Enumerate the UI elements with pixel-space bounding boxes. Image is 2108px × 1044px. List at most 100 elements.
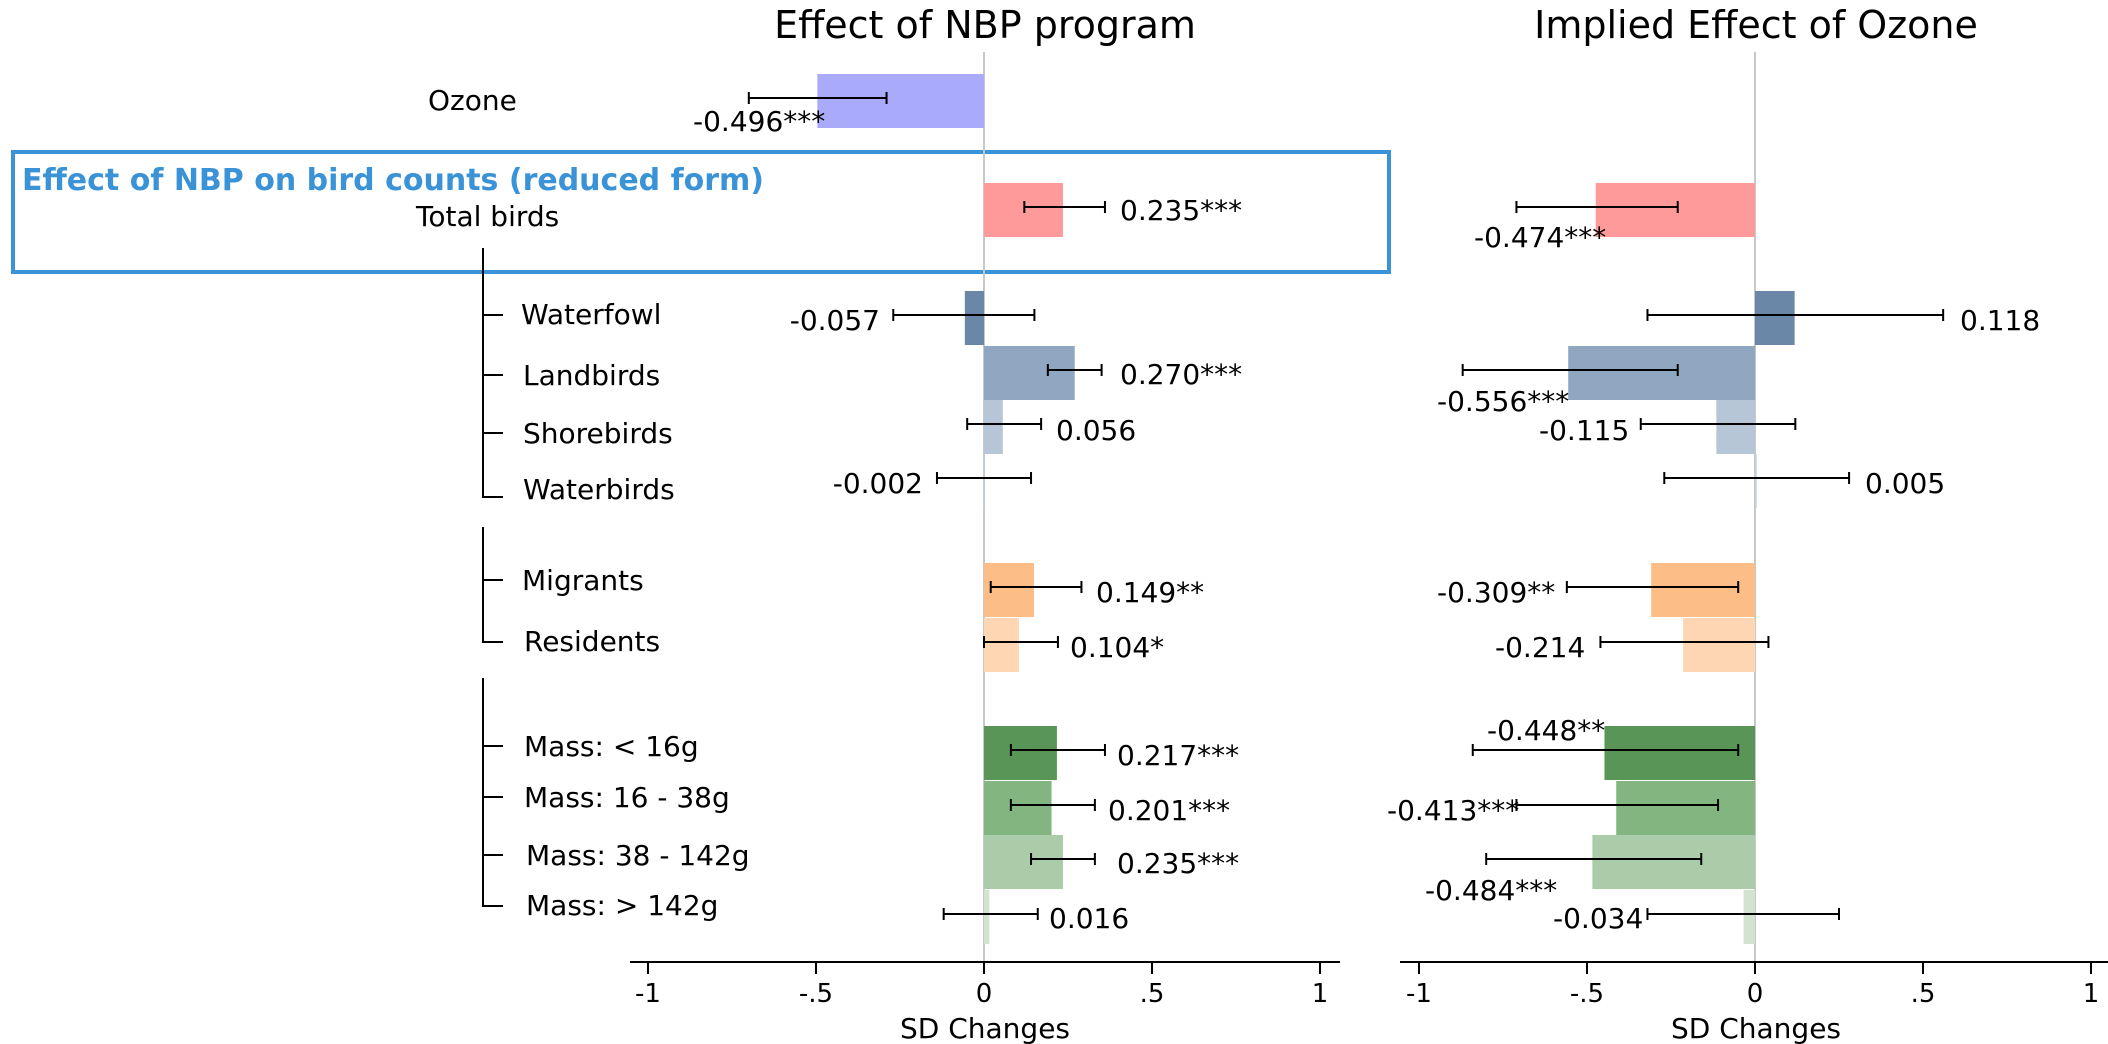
bar-mass-142g <box>1743 890 1755 944</box>
bar-total-birds <box>1595 183 1755 237</box>
x-tick-label: 1 <box>1312 979 1329 1009</box>
row-label-waterbirds: Waterbirds <box>523 473 675 506</box>
error-bar-mass-38-142g <box>1485 853 1703 865</box>
bar-ozone <box>817 74 984 128</box>
bar-migrants <box>1651 563 1755 617</box>
value-label-residents: 0.104* <box>1070 631 1164 664</box>
x-tick-label: -1 <box>635 979 661 1009</box>
x-tick-label: .5 <box>1911 979 1936 1009</box>
error-bar-mass-142g <box>942 908 1039 920</box>
error-bar-residents <box>1599 636 1770 648</box>
error-bar-waterfowl <box>1646 309 1945 321</box>
error-bar-migrants <box>1565 581 1740 593</box>
panel1-plot: -0.496*** 0.235*** -0.057 0.270*** 0.056 -0.0… <box>630 52 1340 1009</box>
bar-mass-16-38g <box>984 781 1052 835</box>
panel2-x-axis-title: SD Changes <box>1671 1012 1841 1044</box>
row-label-residents: Residents <box>524 625 660 658</box>
value-label-mass-16-38g: -0.413*** <box>1387 794 1519 827</box>
x-tick-label: -.5 <box>799 979 833 1009</box>
bar-shorebirds <box>984 400 1003 454</box>
value-label-residents: -0.214 <box>1495 631 1585 664</box>
row-label-landbirds: Landbirds <box>523 359 660 392</box>
bar-migrants <box>984 563 1035 617</box>
x-tick-label: 0 <box>1747 979 1764 1009</box>
x-tick-label: -.5 <box>1570 979 1604 1009</box>
highlight-annotation: Effect of NBP on bird counts (reduced fo… <box>22 163 764 198</box>
error-bar-total-birds <box>1515 201 1679 213</box>
bar-waterbirds <box>1755 454 1757 508</box>
bar-residents <box>1683 618 1755 672</box>
error-bar-mass-16-38g <box>1515 799 1720 811</box>
row-label-migrants: Migrants <box>522 564 644 597</box>
value-label-mass-16-38g: 0.201*** <box>1108 794 1230 827</box>
value-label-total-birds: 0.235*** <box>1120 194 1242 227</box>
panel2-title: Implied Effect of Ozone <box>1534 3 1978 47</box>
error-bar-landbirds <box>1461 364 1679 376</box>
error-bar-mass-38-142g <box>1030 853 1096 865</box>
value-label-mass-142g: -0.034 <box>1553 902 1643 935</box>
error-bar-residents <box>983 636 1059 648</box>
value-label-shorebirds: 0.056 <box>1056 414 1136 447</box>
value-label-mass-16g: 0.217*** <box>1117 739 1239 772</box>
value-label-waterfowl: 0.118 <box>1960 304 2040 337</box>
value-label-landbirds: -0.556*** <box>1437 385 1569 418</box>
bar-mass-16g <box>1604 726 1755 780</box>
row-label-waterfowl: Waterfowl <box>521 298 661 331</box>
row-label-mass-lt-16g: Mass: < 16g <box>524 730 699 763</box>
value-label-waterfowl: -0.057 <box>790 304 880 337</box>
value-label-mass-38-142g: -0.484*** <box>1425 874 1557 907</box>
group-brackets <box>482 248 503 907</box>
x-tick-label: 1 <box>2083 979 2100 1009</box>
error-bar-mass-16g <box>1009 744 1106 756</box>
bar-waterfowl <box>964 291 984 345</box>
value-label-waterbirds: 0.005 <box>1865 467 1945 500</box>
bar-mass-16-38g <box>1616 781 1755 835</box>
row-label-mass-gt-142g: Mass: > 142g <box>526 889 718 922</box>
error-bar-landbirds <box>1046 364 1103 376</box>
bar-mass-38-142g <box>984 835 1063 889</box>
error-bar-waterfowl <box>892 309 1036 321</box>
error-bar-mass-16g <box>1471 744 1740 756</box>
x-tick-label: 0 <box>976 979 993 1009</box>
error-bar-waterbirds <box>935 472 1033 484</box>
highlight-box <box>11 150 1391 274</box>
error-bar-migrants <box>989 581 1083 593</box>
row-label-ozone: Ozone <box>428 84 517 117</box>
value-label-mass-38-142g: 0.235*** <box>1117 847 1239 880</box>
row-label-total-birds: Total birds <box>415 200 559 233</box>
row-label-shorebirds: Shorebirds <box>523 417 673 450</box>
value-label-migrants: 0.149** <box>1096 576 1204 609</box>
error-bar-total-birds <box>1023 201 1106 213</box>
bar-residents <box>984 618 1019 672</box>
error-bar-waterbirds <box>1663 472 1851 484</box>
panel1-title: Effect of NBP program <box>774 3 1196 47</box>
value-label-shorebirds: -0.115 <box>1539 414 1629 447</box>
bar-waterfowl <box>1755 291 1795 345</box>
row-label-mass-38-142g: Mass: 38 - 142g <box>526 839 750 872</box>
panel2-plot: -0.474*** 0.118 -0.556***-0.115 0.005 -0.309… <box>1387 52 2108 1009</box>
x-tick-label: -1 <box>1406 979 1432 1009</box>
panel1-x-axis-title: SD Changes <box>900 1012 1070 1044</box>
value-label-ozone: -0.496*** <box>693 105 825 138</box>
bar-landbirds <box>1568 346 1755 400</box>
bar-mass-142g <box>984 890 990 944</box>
value-label-total-birds: -0.474*** <box>1474 221 1606 254</box>
error-bar-shorebirds <box>1639 418 1797 430</box>
error-bar-ozone <box>747 92 888 104</box>
bar-shorebirds <box>1716 400 1755 454</box>
error-bar-mass-16-38g <box>1009 799 1096 811</box>
value-label-waterbirds: -0.002 <box>833 467 923 500</box>
row-label-mass-16-38g: Mass: 16 - 38g <box>524 781 730 814</box>
bar-mass-38-142g <box>1592 835 1755 889</box>
x-tick-label: .5 <box>1140 979 1165 1009</box>
error-bar-mass-142g <box>1646 908 1840 920</box>
value-label-landbirds: 0.270*** <box>1120 358 1242 391</box>
value-label-mass-16g: -0.448** <box>1487 714 1605 747</box>
error-bar-shorebirds <box>966 418 1043 430</box>
bar-landbirds <box>984 346 1075 400</box>
bar-mass-16g <box>984 726 1057 780</box>
bar-waterbirds <box>983 454 985 508</box>
value-label-mass-142g: 0.016 <box>1049 902 1129 935</box>
row-labels: Ozone Total birds Waterfowl Landbirds Sh… <box>415 84 750 922</box>
